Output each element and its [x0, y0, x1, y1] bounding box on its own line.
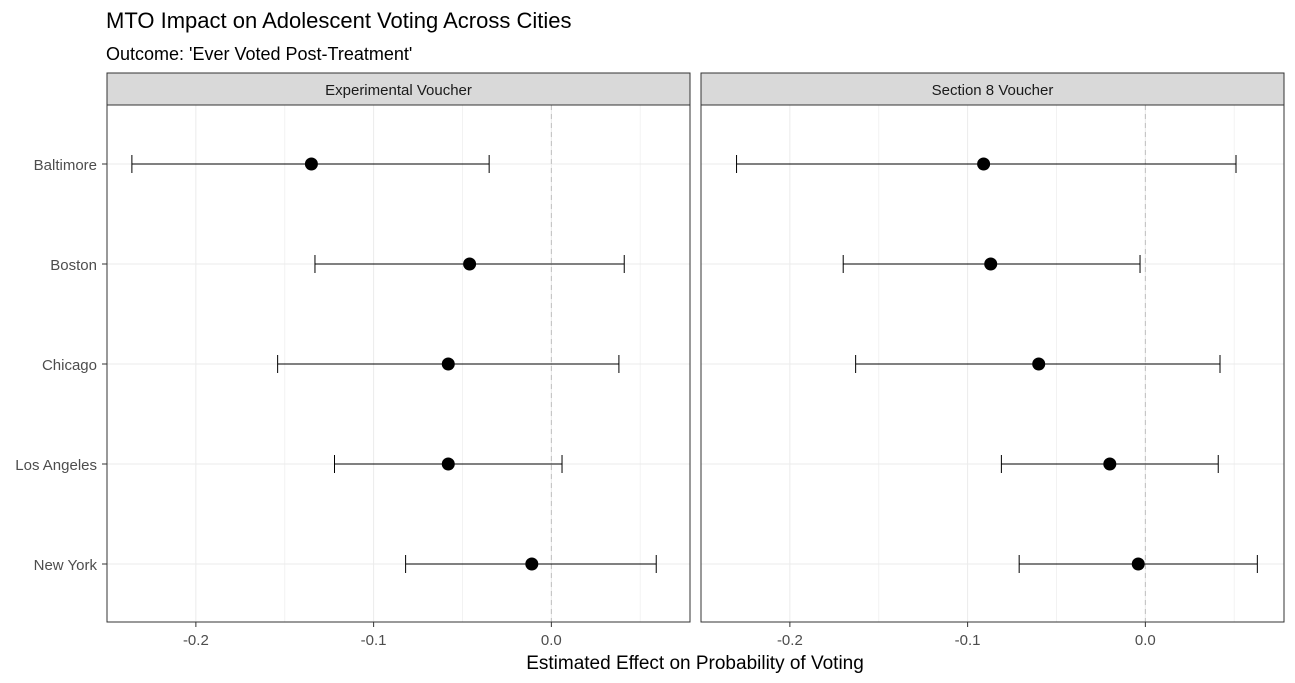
- estimate-point: [441, 357, 455, 371]
- estimate-point: [525, 557, 539, 571]
- x-tick-label: -0.1: [361, 632, 387, 649]
- x-tick-label: 0.0: [1135, 632, 1156, 649]
- facet-panel-experimental: Experimental Voucher: [106, 72, 691, 623]
- estimate-point: [1103, 457, 1117, 471]
- y-tick-label: Boston: [50, 257, 97, 274]
- strip-label: Experimental Voucher: [325, 82, 472, 99]
- panel-border: [106, 104, 691, 623]
- y-axis-labels: Baltimore Boston Chicago Los Angeles New Yor…: [15, 157, 107, 574]
- strip-label: Section 8 Voucher: [932, 82, 1054, 99]
- y-tick-label: Los Angeles: [15, 457, 97, 474]
- x-tick-label: -0.1: [955, 632, 981, 649]
- estimate-point: [304, 157, 318, 171]
- estimate-point: [984, 257, 998, 271]
- panel-border: [700, 104, 1285, 623]
- chart-title: MTO Impact on Adolescent Voting Across C…: [106, 8, 571, 33]
- facet-panel-section8: Section 8 Voucher: [700, 72, 1285, 623]
- plot-area: [700, 105, 1284, 622]
- strip-background: [106, 72, 691, 106]
- strip-background: [700, 72, 1285, 106]
- estimate-point: [977, 157, 991, 171]
- estimate-point: [441, 457, 455, 471]
- x-tick-label: -0.2: [183, 632, 209, 649]
- y-tick-label: New York: [34, 557, 98, 574]
- chart-subtitle: Outcome: 'Ever Voted Post-Treatment': [106, 44, 412, 64]
- x-axis-title: Estimated Effect on Probability of Votin…: [526, 653, 864, 674]
- estimate-point: [1032, 357, 1046, 371]
- plot-area: [106, 105, 690, 622]
- x-tick-label: 0.0: [541, 632, 562, 649]
- y-tick-label: Baltimore: [34, 157, 97, 174]
- y-tick-label: Chicago: [42, 357, 97, 374]
- estimate-point: [463, 257, 477, 271]
- x-tick-label: -0.2: [777, 632, 803, 649]
- estimate-point: [1131, 557, 1145, 571]
